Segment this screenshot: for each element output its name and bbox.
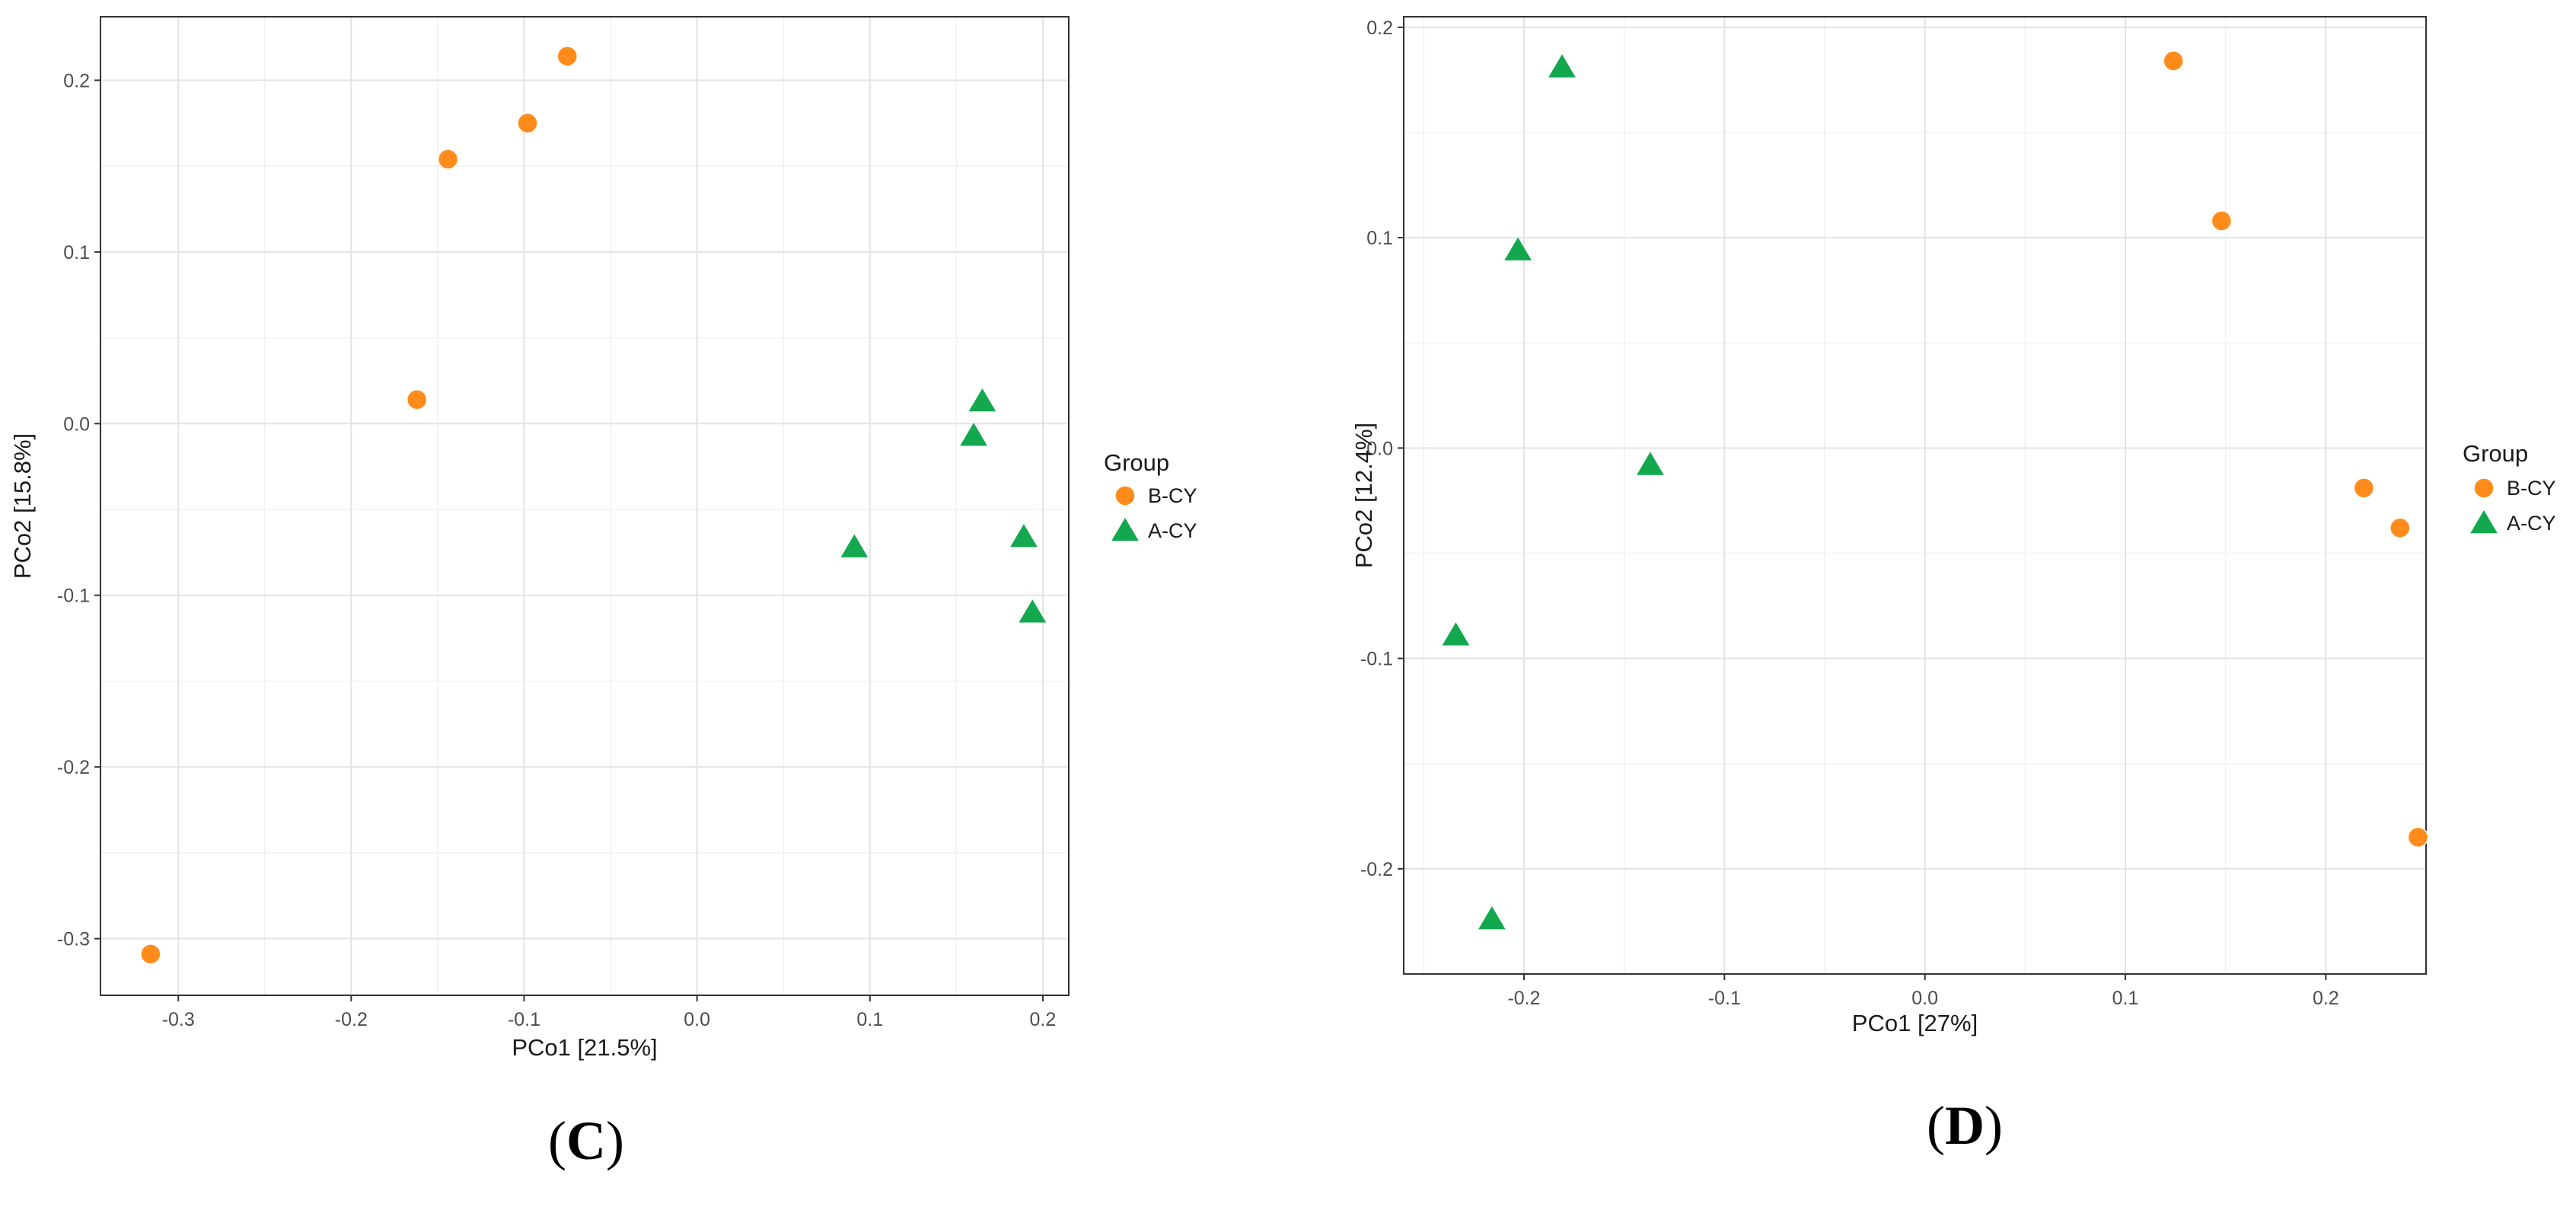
point-circle (2163, 50, 2184, 72)
legend-key-a-cy (2470, 510, 2498, 534)
x-tick-label: 0.1 (2112, 988, 2139, 1009)
x-tick-label: 0.0 (1911, 988, 1938, 1009)
legend-key-b-cy (2473, 477, 2495, 499)
legend-key-b-cy (1114, 485, 1136, 506)
y-tick-label: 0.1 (1366, 228, 1393, 249)
plot-area (100, 17, 1069, 995)
point-triangle (968, 388, 996, 412)
plot-border (100, 16, 1070, 996)
panel-label: (C) (548, 1110, 624, 1171)
point-circle (2407, 826, 2429, 848)
panel-label: (D) (1927, 1095, 2003, 1156)
point-circle (406, 388, 428, 410)
legend-label: B-CY (2507, 477, 2556, 500)
x-tick-label: 0.0 (684, 1009, 710, 1030)
series-b-cy (140, 46, 579, 965)
y-tick-label: -0.1 (1360, 649, 1393, 670)
point-circle (517, 113, 538, 134)
y-tick-label: -0.1 (57, 586, 90, 607)
point-circle (556, 46, 579, 67)
chart-d: -0.2 -0.1 0.0 0.1 0.2 -0.2 -0.1 0.0 0.1 0.2 PCo1 [… (1350, 16, 2556, 1156)
point-triangle (1637, 452, 1664, 475)
y-tick-label: -0.2 (1360, 859, 1393, 880)
x-tick-label: -0.2 (335, 1009, 368, 1030)
legend-title: Group (1104, 449, 1169, 476)
point-triangle (1478, 906, 1506, 930)
y-axis-title: PCo2 [15.8%] (9, 433, 36, 579)
legend-label: B-CY (1148, 484, 1197, 507)
y-tick-label: -0.2 (57, 757, 90, 778)
legend-title: Group (2463, 440, 2528, 467)
y-tick-label: 0.0 (63, 414, 90, 435)
point-circle (2353, 477, 2375, 499)
x-tick-label: -0.1 (508, 1009, 540, 1030)
point-triangle (840, 534, 869, 557)
series-b-cy (2163, 50, 2429, 848)
point-circle (2211, 210, 2233, 232)
x-axis-title: PCo1 [27%] (1852, 1010, 1978, 1036)
legend-key-a-cy (1111, 518, 1139, 541)
point-circle (437, 148, 459, 170)
point-triangle (1442, 622, 1470, 646)
x-tick-label: -0.2 (1507, 988, 1540, 1009)
y-axis-title: PCo2 [12.4%] (1350, 423, 1377, 568)
x-tick-label: 0.1 (856, 1009, 883, 1030)
y-tick-label: 0.1 (63, 242, 90, 263)
series-a-cy (840, 388, 1047, 623)
y-tick-label: 0.0 (1366, 438, 1393, 459)
point-triangle (1010, 524, 1038, 548)
chart-c: -0.3 -0.2 -0.1 0.0 0.1 0.2 -0.3 -0.2 -0.1 0.0 0.1 0… (9, 16, 1197, 1171)
x-tick-label: -0.1 (1708, 988, 1741, 1009)
x-tick-label: 0.2 (1030, 1009, 1057, 1030)
point-triangle (1548, 54, 1576, 78)
y-tick-label: 0.2 (1366, 18, 1393, 39)
legend-label: A-CY (1148, 519, 1197, 542)
legend: Group B-CY A-CY (1104, 449, 1197, 542)
x-axis-title: PCo1 [21.5%] (512, 1034, 657, 1061)
legend-label: A-CY (2507, 512, 2556, 535)
point-circle (140, 944, 161, 965)
plot-border (1403, 16, 2427, 975)
point-triangle (1504, 237, 1532, 260)
x-tick-label: -0.3 (162, 1009, 195, 1030)
plot-area (1404, 17, 2426, 974)
series-a-cy (1442, 54, 1664, 930)
y-tick-label: 0.2 (63, 70, 90, 91)
legend: Group B-CY A-CY (2463, 440, 2556, 535)
point-triangle (960, 423, 987, 446)
y-tick-label: -0.3 (57, 929, 90, 950)
x-tick-label: 0.2 (2313, 988, 2339, 1009)
point-circle (2389, 517, 2411, 539)
point-triangle (1019, 599, 1047, 623)
